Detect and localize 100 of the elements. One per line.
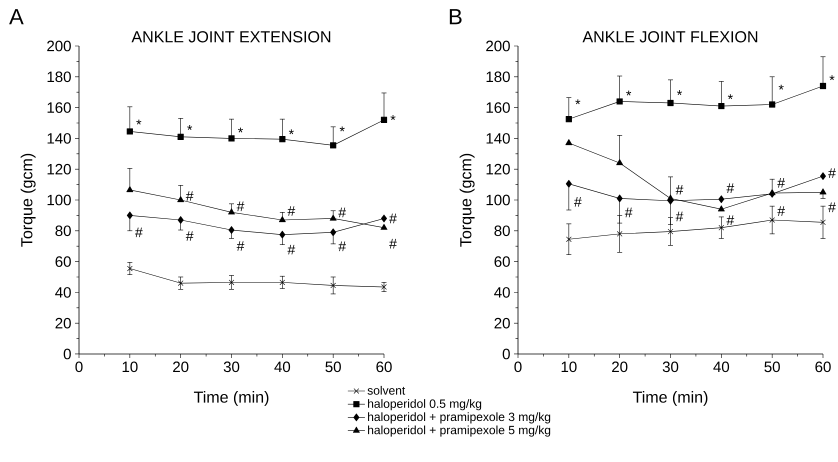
point <box>279 136 286 142</box>
point <box>330 142 336 148</box>
annotation: # <box>624 208 632 218</box>
annotation: # <box>236 202 244 212</box>
legend-label: solvent <box>368 386 406 395</box>
point <box>566 236 572 242</box>
point <box>616 159 624 166</box>
point <box>330 228 336 236</box>
annotation: * <box>728 94 733 100</box>
point <box>278 216 286 222</box>
x-tick-label: 30 <box>662 362 678 372</box>
annotation: # <box>726 183 734 194</box>
annotation: * <box>390 115 396 120</box>
y-tick-label: 60 <box>56 256 71 267</box>
y-tick-label: 200 <box>47 40 71 52</box>
point <box>381 284 387 290</box>
annotation: # <box>186 231 194 241</box>
point <box>380 224 388 230</box>
x-tick-label: 40 <box>274 362 290 372</box>
point <box>565 139 572 146</box>
y-tick-label: 80 <box>55 225 71 236</box>
point <box>769 217 775 223</box>
y-tick-label: 0 <box>64 348 71 360</box>
x-tick-label: 60 <box>376 362 392 372</box>
point <box>228 226 235 234</box>
point <box>177 196 184 202</box>
annotation: * <box>187 125 192 130</box>
x-tick-label: 30 <box>224 362 240 372</box>
annotation: # <box>676 212 684 222</box>
x-tick-label: 20 <box>173 362 188 372</box>
legend-label: haloperidol + pramipexole 5 mg/kg <box>368 425 550 437</box>
point <box>280 280 286 286</box>
text: A <box>9 9 24 24</box>
x-axis-title: Time (min) <box>632 391 708 406</box>
annotation: * <box>829 75 835 80</box>
annotation: # <box>389 238 397 248</box>
point <box>769 101 776 108</box>
x-tick-label: 10 <box>562 362 577 372</box>
point <box>616 194 623 202</box>
x-tick-label: 50 <box>764 362 780 372</box>
annotation: # <box>777 178 785 188</box>
annotation: * <box>288 129 294 134</box>
annotation: * <box>136 120 142 125</box>
annotation: * <box>626 90 632 96</box>
y-tick-label: 40 <box>55 287 71 298</box>
point <box>228 135 235 142</box>
point <box>228 280 234 286</box>
x-tick-label: 60 <box>815 362 831 372</box>
point <box>381 214 388 222</box>
point <box>820 220 826 226</box>
point <box>668 228 674 234</box>
annotation: * <box>238 128 244 132</box>
y-axis-title: Torque (gcm) <box>460 154 475 247</box>
point <box>718 224 724 230</box>
y-tick-label: 120 <box>48 164 71 174</box>
chart-title: ANKLE JOINT FLEXION <box>582 31 758 42</box>
point <box>228 208 235 214</box>
annotation: * <box>340 126 345 132</box>
y-tick-label: 140 <box>48 133 71 144</box>
annotation: # <box>828 202 836 212</box>
point <box>127 266 133 272</box>
y-tick-label: 120 <box>486 164 510 174</box>
annotation: * <box>575 99 580 104</box>
point <box>126 211 133 220</box>
x-axis-title: Time (min) <box>194 391 268 406</box>
point <box>566 116 572 122</box>
x-tick-label: 0 <box>514 362 522 372</box>
y-tick-label: 200 <box>486 40 510 52</box>
annotation: # <box>389 214 397 224</box>
x-tick-label: 10 <box>122 362 138 372</box>
annotation: * <box>778 84 784 90</box>
annotation: # <box>676 184 684 195</box>
x-tick-label: 20 <box>612 362 628 372</box>
y-axis-title: Torque (gcm) <box>20 154 36 247</box>
x-tick-label: 40 <box>713 362 730 372</box>
legend-label: haloperidol + pramipexole 3 mg/kg <box>368 412 550 424</box>
annotation: * <box>676 90 682 96</box>
point <box>718 102 724 110</box>
x-tick-label: 50 <box>325 362 341 372</box>
y-tick-label: 60 <box>494 256 510 267</box>
annotation: # <box>828 168 836 178</box>
point <box>820 172 826 180</box>
y-tick-label: 160 <box>48 102 71 113</box>
y-tick-label: 20 <box>56 318 71 328</box>
y-tick-label: 140 <box>486 133 510 144</box>
point <box>566 180 572 188</box>
annotation: # <box>726 215 734 226</box>
point <box>178 134 184 140</box>
point <box>820 188 826 194</box>
point <box>380 116 388 124</box>
point <box>768 189 776 196</box>
text: B <box>450 9 462 24</box>
annotation: # <box>288 244 296 254</box>
point <box>126 128 133 135</box>
legend-label: haloperidol 0.5 mg/kg <box>368 399 482 410</box>
y-tick-label: 20 <box>494 318 510 328</box>
chart-title: ANKLE JOINT EXTENSION <box>132 31 330 42</box>
point <box>616 231 622 237</box>
y-tick-label: 160 <box>486 102 510 113</box>
point <box>667 100 674 106</box>
